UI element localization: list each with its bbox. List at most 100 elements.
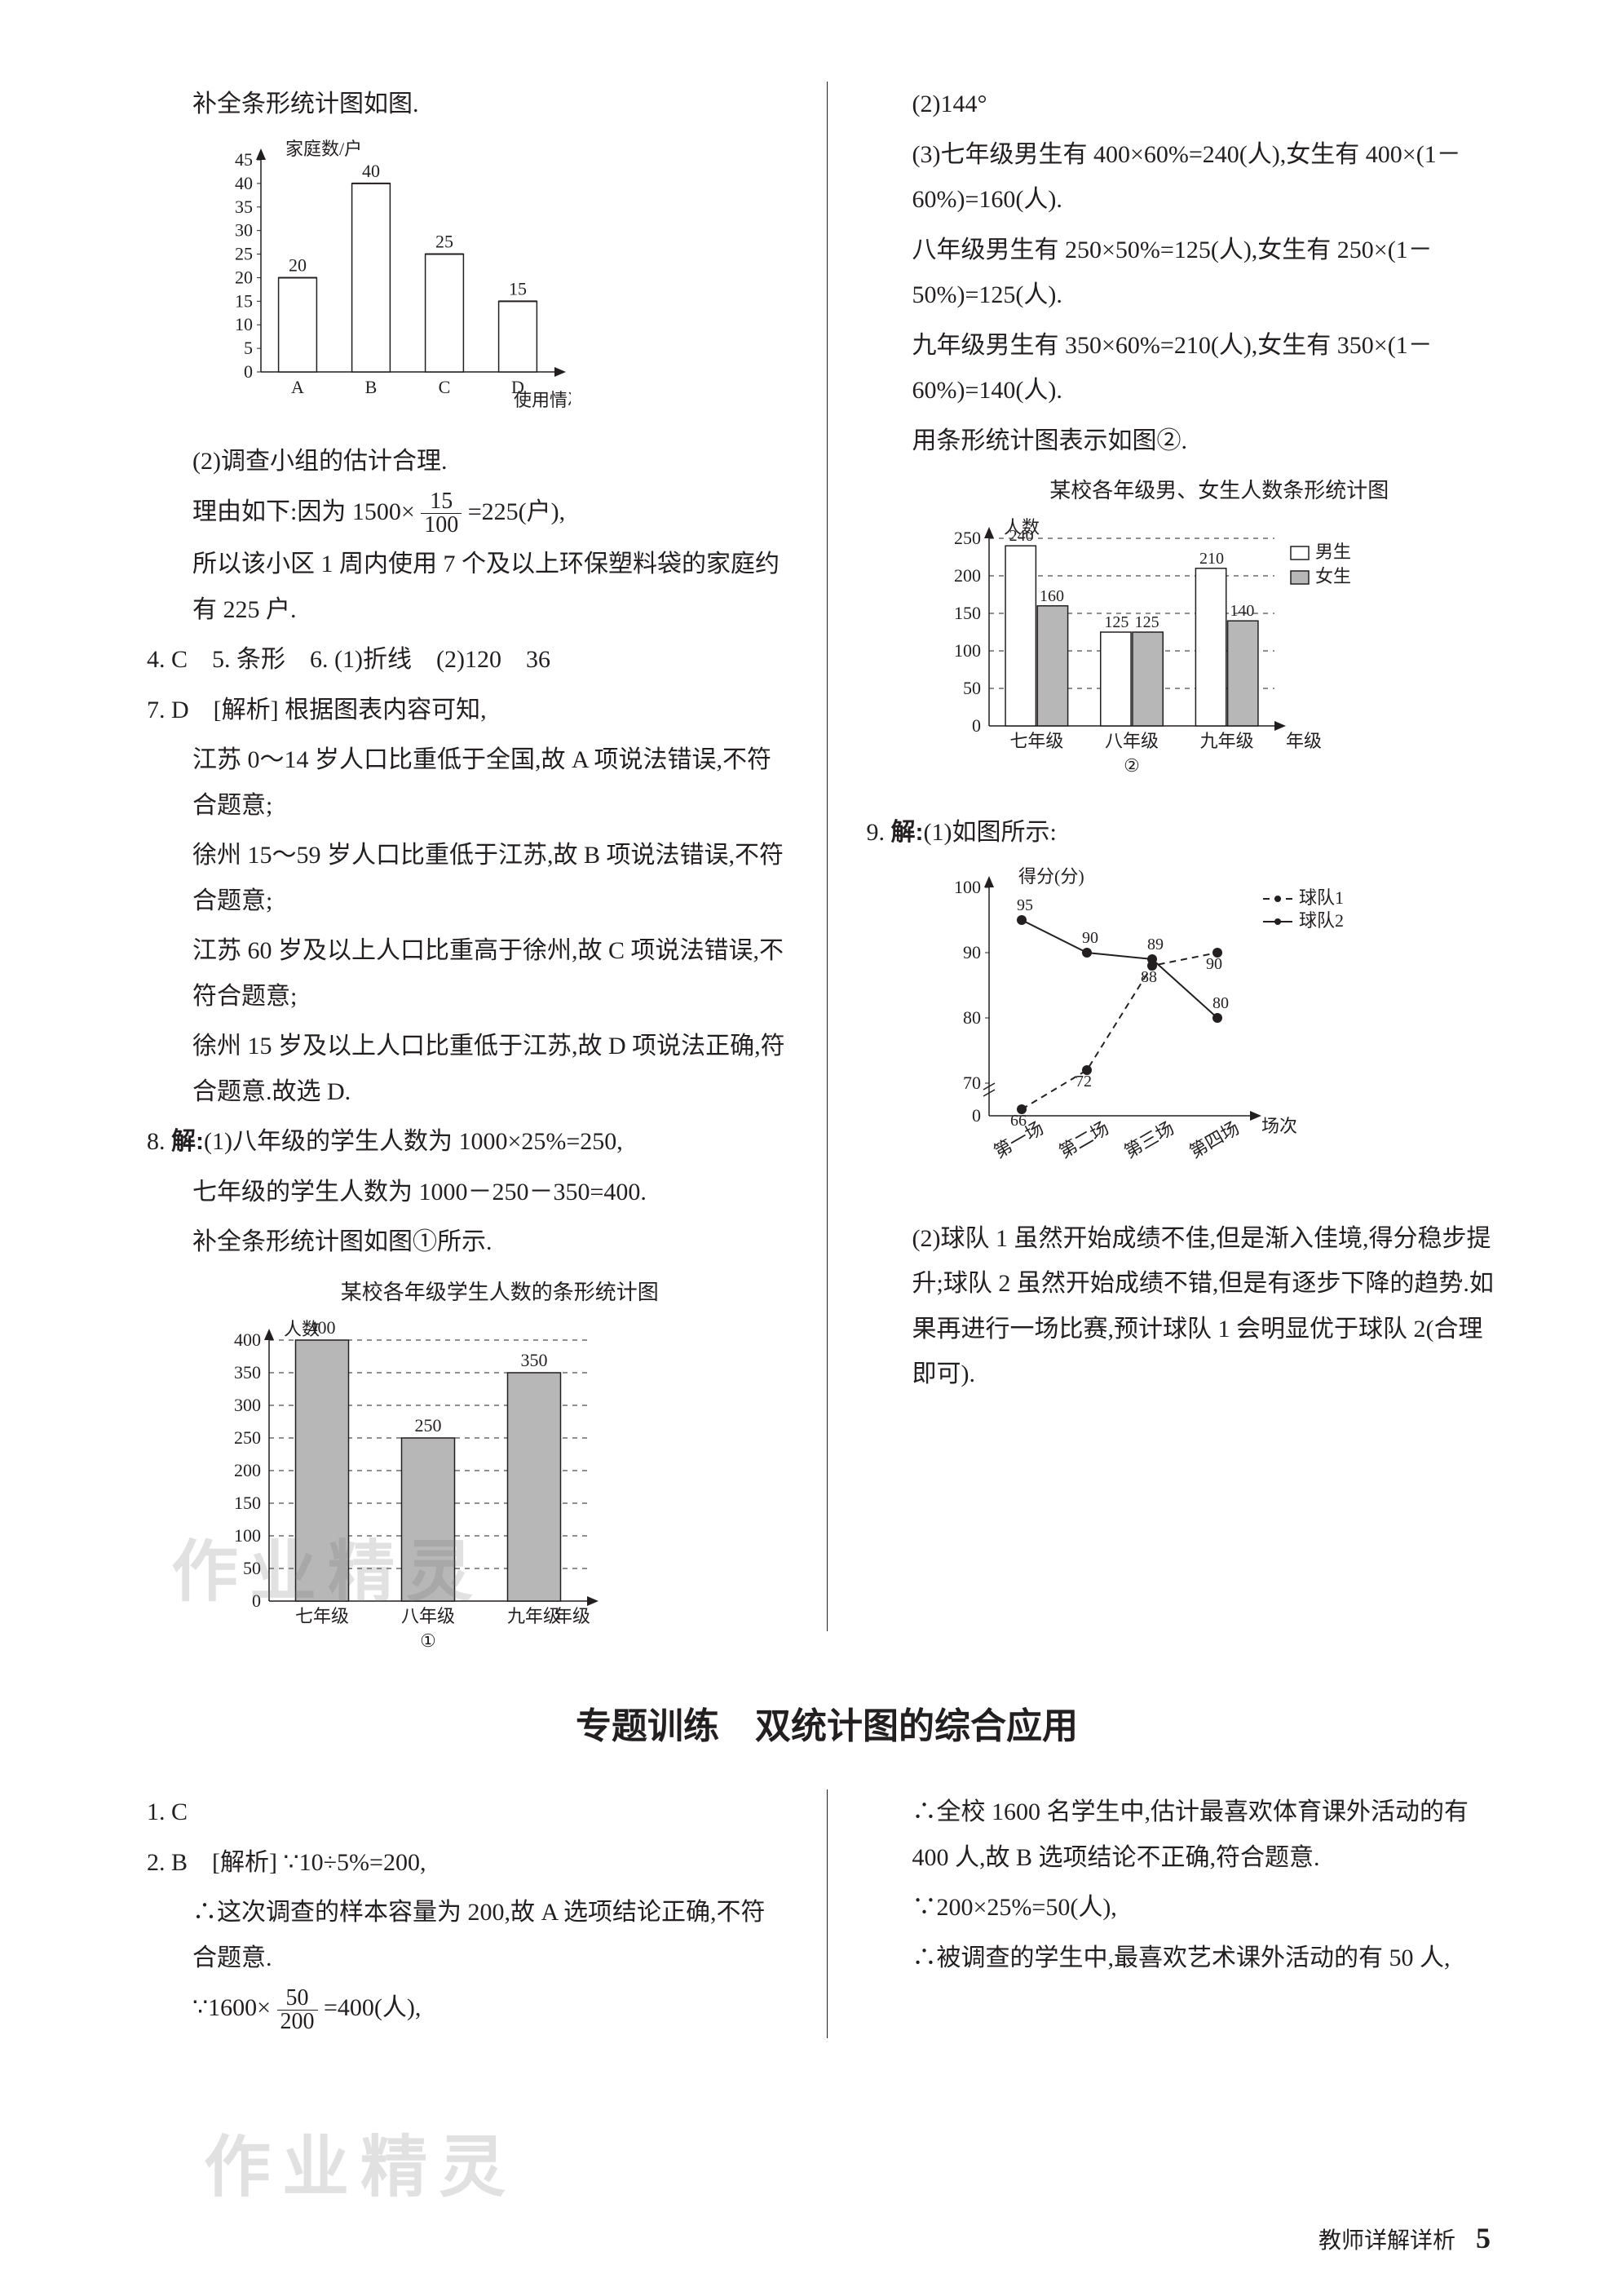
svg-text:70: 70 [963, 1073, 981, 1093]
text-line: (2)调查小组的估计合理. [147, 439, 788, 484]
svg-text:90: 90 [1206, 955, 1222, 973]
bold-label: 解: [891, 819, 924, 846]
page: 补全条形统计图如图. 051015202530354045家庭数/户使用情况20… [0, 0, 1621, 2296]
svg-text:90: 90 [963, 942, 981, 962]
svg-text:5: 5 [244, 338, 253, 358]
svg-text:100: 100 [234, 1525, 261, 1546]
text-line: ∵200×25%=50(人), [867, 1885, 1508, 1931]
svg-text:九年级: 九年级 [1199, 731, 1253, 751]
fraction: 50 200 [277, 1987, 318, 2033]
chart-gender-grouped: 某校各年级男、女生人数条形统计图 050100150200250人数年级2401… [932, 471, 1508, 799]
watermark: 作业精灵 [204, 2112, 517, 2210]
svg-text:年级: 年级 [1286, 731, 1322, 751]
svg-text:250: 250 [234, 1427, 261, 1448]
svg-text:200: 200 [234, 1460, 261, 1480]
grouped-bar-chart-svg: 050100150200250人数年级240160七年级125125八年级210… [932, 514, 1389, 783]
svg-text:240: 240 [1009, 527, 1033, 545]
chart-grade-students: 某校各年级学生人数的条形统计图 050100150200250300350400… [212, 1273, 788, 1674]
svg-text:②: ② [1124, 755, 1140, 776]
text-line: (2)球队 1 虽然开始成绩不佳,但是渐入佳境,得分稳步提升;球队 2 虽然开始… [867, 1216, 1508, 1397]
text-line: 用条形统计图表示如图②. [867, 418, 1508, 464]
chart-team-lines: 0708090100得分(分)场次第一场第二场第三场第四场66728890959… [932, 863, 1508, 1205]
text-line: 理由如下:因为 1500× 15 100 =225(户), [147, 489, 788, 538]
svg-text:45: 45 [235, 149, 253, 170]
svg-text:场次: 场次 [1261, 1116, 1297, 1136]
text-line: ∵1600× 50 200 =400(人), [147, 1985, 788, 2033]
svg-text:350: 350 [234, 1362, 261, 1382]
text-line: 江苏 0～14 岁人口比重低于全国,故 A 项说法错误,不符合题意; [147, 737, 788, 828]
svg-text:家庭数/户: 家庭数/户 [285, 139, 362, 159]
text-line: ∴被调查的学生中,最喜欢艺术课外活动的有 50 人, [867, 1935, 1508, 1981]
svg-text:D: D [511, 377, 524, 397]
section-title: 专题训练 双统计图的综合应用 [147, 1697, 1507, 1749]
text-fragment: (1)八年级的学生人数为 1000×25%=250, [204, 1128, 623, 1155]
svg-text:100: 100 [954, 877, 981, 897]
svg-text:90: 90 [1082, 929, 1098, 947]
svg-text:0: 0 [972, 1105, 981, 1126]
fraction-numerator: 15 [421, 490, 462, 514]
svg-text:第二场: 第二场 [1055, 1117, 1112, 1162]
bar-chart-svg: 051015202530354045家庭数/户使用情况20A40B25C15D [212, 135, 571, 413]
svg-text:160: 160 [1040, 587, 1064, 605]
svg-text:50: 50 [963, 678, 981, 698]
chart-household: 051015202530354045家庭数/户使用情况20A40B25C15D [212, 135, 788, 428]
svg-text:72: 72 [1076, 1073, 1092, 1090]
text-fragment: 理由如下:因为 1500× [192, 498, 415, 525]
right-column: (2)144° (3)七年级男生有 400×60%=240(人),女生有 400… [828, 82, 1508, 1631]
fraction-denominator: 200 [277, 2011, 318, 2033]
text-line: 9. 解:(1)如图所示: [867, 810, 1508, 856]
line-chart-svg: 0708090100得分(分)场次第一场第二场第三场第四场66728890959… [932, 863, 1372, 1189]
text-fragment: ∵1600× [192, 1994, 271, 2021]
svg-text:15: 15 [509, 278, 527, 299]
text-line: 2. B [解析] ∵10÷5%=200, [147, 1840, 788, 1886]
svg-text:210: 210 [1199, 550, 1224, 568]
svg-text:89: 89 [1147, 936, 1164, 953]
svg-text:88: 88 [1141, 968, 1157, 986]
svg-text:①: ① [420, 1630, 436, 1651]
text-line: (3)七年级男生有 400×60%=240(人),女生有 400×(1－60%)… [867, 132, 1508, 223]
svg-text:250: 250 [954, 528, 981, 548]
svg-text:200: 200 [954, 565, 981, 586]
svg-text:40: 40 [362, 160, 380, 180]
svg-text:30: 30 [235, 219, 253, 240]
text-line: (2)144° [867, 82, 1508, 127]
text-fragment: =400(人), [324, 1994, 421, 2021]
svg-text:八年级: 八年级 [1104, 731, 1158, 751]
svg-text:250: 250 [415, 1415, 442, 1436]
fraction: 15 100 [421, 490, 462, 537]
chart-title: 某校各年级学生人数的条形统计图 [212, 1273, 788, 1312]
svg-text:150: 150 [234, 1493, 261, 1513]
text-line: 1. C [147, 1789, 788, 1835]
text-line: 补全条形统计图如图①所示. [147, 1219, 788, 1265]
text-line: 4. C 5. 条形 6. (1)折线 (2)120 36 [147, 637, 788, 683]
text-line: ∴全校 1600 名学生中,估计最喜欢体育课外活动的有 400 人,故 B 选项… [867, 1789, 1508, 1880]
text-fragment: =225(户), [468, 498, 565, 525]
bottom-left-column: 1. C 2. B [解析] ∵10÷5%=200, ∴这次调查的样本容量为 2… [147, 1789, 828, 2038]
svg-text:20: 20 [235, 267, 253, 287]
main-columns: 补全条形统计图如图. 051015202530354045家庭数/户使用情况20… [147, 82, 1507, 1631]
svg-text:C: C [439, 377, 451, 397]
text-fragment: 8. [147, 1128, 171, 1155]
text-line: 补全条形统计图如图. [147, 82, 788, 127]
svg-text:20: 20 [289, 254, 307, 275]
svg-text:10: 10 [235, 314, 253, 334]
svg-text:15: 15 [235, 290, 253, 311]
text-line: 8. 解:(1)八年级的学生人数为 1000×25%=250, [147, 1119, 788, 1165]
text-line: 江苏 60 岁及以上人口比重高于徐州,故 C 项说法错误,不符合题意; [147, 928, 788, 1019]
svg-text:40: 40 [235, 172, 253, 192]
svg-text:A: A [291, 377, 304, 397]
svg-text:得分(分): 得分(分) [1018, 866, 1084, 887]
fraction-denominator: 100 [421, 514, 462, 537]
bottom-columns: 1. C 2. B [解析] ∵10÷5%=200, ∴这次调查的样本容量为 2… [147, 1789, 1507, 2038]
svg-text:95: 95 [1017, 896, 1033, 914]
svg-text:0: 0 [972, 715, 981, 736]
svg-text:25: 25 [435, 231, 453, 251]
svg-text:七年级: 七年级 [1009, 731, 1063, 751]
text-line: ∴这次调查的样本容量为 200,故 A 选项结论正确,不符合题意. [147, 1890, 788, 1980]
bar-chart-svg: 050100150200250300350400人数年级400七年级250八年级… [212, 1316, 603, 1658]
text-line: 九年级男生有 350×60%=210(人),女生有 350×(1－60%)=14… [867, 323, 1508, 414]
svg-text:140: 140 [1230, 602, 1254, 620]
svg-text:66: 66 [1010, 1112, 1027, 1130]
svg-text:男生: 男生 [1315, 542, 1351, 562]
svg-text:80: 80 [1212, 994, 1229, 1012]
